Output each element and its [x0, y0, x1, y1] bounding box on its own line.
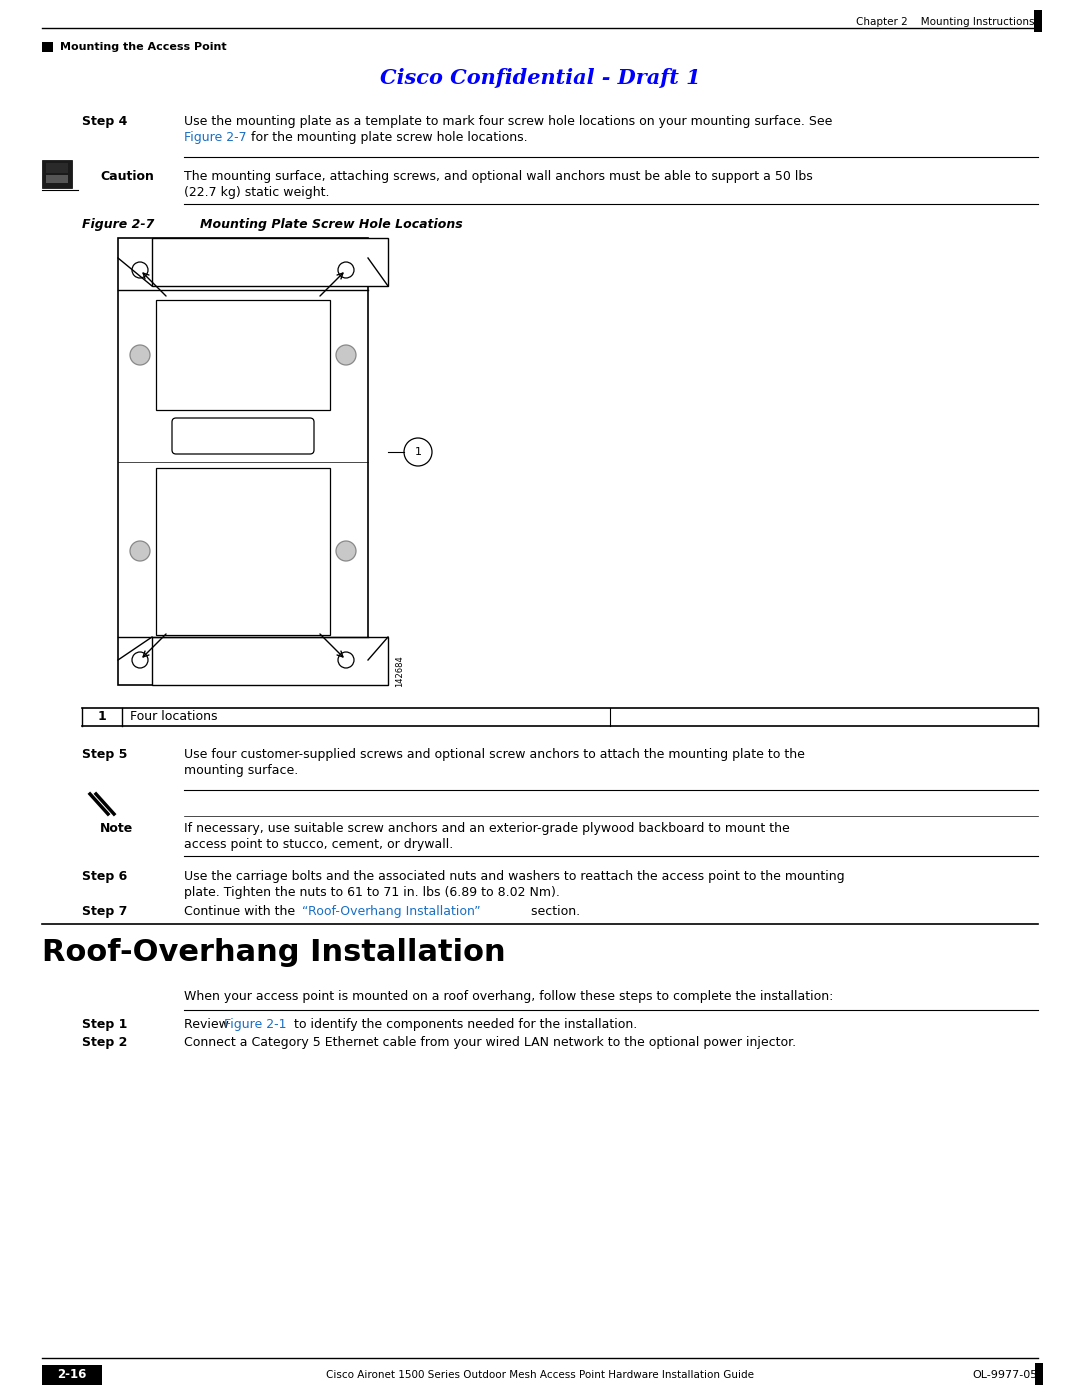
Text: section.: section.: [527, 905, 580, 918]
Text: mounting surface.: mounting surface.: [184, 764, 298, 777]
Text: Figure 2-7: Figure 2-7: [82, 218, 154, 231]
Text: When your access point is mounted on a roof overhang, follow these steps to comp: When your access point is mounted on a r…: [184, 990, 834, 1003]
Text: Step 7: Step 7: [82, 905, 127, 918]
Bar: [1035, 1363, 1043, 1384]
Bar: [152, 237, 388, 286]
Bar: [42, 161, 72, 189]
Text: access point to stucco, cement, or drywall.: access point to stucco, cement, or drywa…: [184, 838, 454, 851]
Text: 1: 1: [97, 711, 106, 724]
Bar: [46, 175, 68, 179]
Bar: [118, 237, 368, 685]
Text: Use the carriage bolts and the associated nuts and washers to reattach the acces: Use the carriage bolts and the associate…: [184, 870, 845, 883]
Text: 2-16: 2-16: [57, 1369, 86, 1382]
Text: Connect a Category 5 Ethernet cable from your wired LAN network to the optional : Connect a Category 5 Ethernet cable from…: [184, 1037, 796, 1049]
Bar: [42, 42, 53, 52]
Text: The mounting surface, attaching screws, and optional wall anchors must be able t: The mounting surface, attaching screws, …: [184, 170, 813, 183]
Text: Review: Review: [184, 1018, 233, 1031]
Text: “Roof-Overhang Installation”: “Roof-Overhang Installation”: [302, 905, 481, 918]
Text: Four locations: Four locations: [130, 711, 217, 724]
Text: Step 5: Step 5: [82, 747, 127, 761]
Circle shape: [336, 541, 356, 562]
Text: Roof-Overhang Installation: Roof-Overhang Installation: [42, 937, 505, 967]
Text: Chapter 2    Mounting Instructions: Chapter 2 Mounting Instructions: [855, 17, 1034, 27]
Circle shape: [130, 345, 150, 365]
Text: Figure 2-1: Figure 2-1: [224, 1018, 286, 1031]
Text: Step 1: Step 1: [82, 1018, 127, 1031]
Text: Step 2: Step 2: [82, 1037, 127, 1049]
Text: Note: Note: [100, 821, 133, 835]
Text: Step 4: Step 4: [82, 115, 127, 129]
Circle shape: [336, 345, 356, 365]
Bar: [42, 1365, 102, 1384]
Text: plate. Tighten the nuts to 61 to 71 in. lbs (6.89 to 8.02 Nm).: plate. Tighten the nuts to 61 to 71 in. …: [184, 886, 559, 900]
Text: Use the mounting plate as a template to mark four screw hole locations on your m: Use the mounting plate as a template to …: [184, 115, 833, 129]
Bar: [156, 300, 330, 409]
Bar: [46, 163, 68, 173]
Text: Cisco Confidential - Draft 1: Cisco Confidential - Draft 1: [380, 68, 700, 88]
Text: Figure 2-7: Figure 2-7: [184, 131, 246, 144]
Text: OL-9977-05: OL-9977-05: [973, 1370, 1038, 1380]
Text: Mounting the Access Point: Mounting the Access Point: [60, 42, 227, 52]
Circle shape: [130, 541, 150, 562]
Text: 142684: 142684: [395, 655, 405, 687]
Text: Cisco Aironet 1500 Series Outdoor Mesh Access Point Hardware Installation Guide: Cisco Aironet 1500 Series Outdoor Mesh A…: [326, 1370, 754, 1380]
Text: 1: 1: [415, 447, 421, 457]
Text: for the mounting plate screw hole locations.: for the mounting plate screw hole locati…: [247, 131, 528, 144]
Bar: [1034, 10, 1042, 32]
Text: Caution: Caution: [100, 170, 153, 183]
Text: to identify the components needed for the installation.: to identify the components needed for th…: [291, 1018, 637, 1031]
Text: Continue with the: Continue with the: [184, 905, 299, 918]
Text: Mounting Plate Screw Hole Locations: Mounting Plate Screw Hole Locations: [200, 218, 462, 231]
Text: Use four customer-supplied screws and optional screw anchors to attach the mount: Use four customer-supplied screws and op…: [184, 747, 805, 761]
Text: Step 6: Step 6: [82, 870, 127, 883]
Bar: [156, 468, 330, 636]
Bar: [46, 179, 68, 183]
Bar: [152, 637, 388, 685]
Text: (22.7 kg) static weight.: (22.7 kg) static weight.: [184, 186, 329, 198]
Text: If necessary, use suitable screw anchors and an exterior-grade plywood backboard: If necessary, use suitable screw anchors…: [184, 821, 789, 835]
